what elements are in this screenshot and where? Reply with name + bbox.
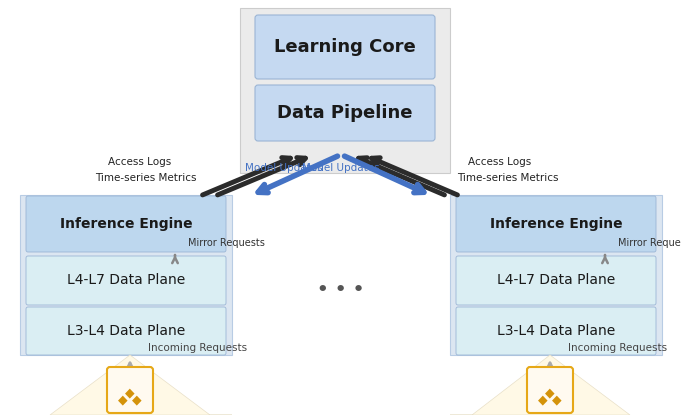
Text: Inference Engine: Inference Engine: [60, 217, 192, 231]
Text: ◆: ◆: [552, 393, 562, 407]
Bar: [450, 195, 662, 355]
Text: • • •: • • •: [317, 281, 365, 299]
Text: Mirror Requests: Mirror Requests: [188, 238, 265, 248]
Text: L4-L7 Data Plane: L4-L7 Data Plane: [497, 273, 615, 288]
Text: Access Logs: Access Logs: [108, 157, 171, 167]
Text: L3-L4 Data Plane: L3-L4 Data Plane: [497, 324, 615, 338]
Text: ◆: ◆: [125, 386, 135, 400]
Text: ◆: ◆: [132, 393, 142, 407]
Bar: [20, 195, 232, 355]
FancyBboxPatch shape: [26, 256, 226, 305]
FancyBboxPatch shape: [255, 15, 435, 79]
FancyBboxPatch shape: [107, 367, 153, 413]
Text: Data Pipeline: Data Pipeline: [277, 104, 413, 122]
Text: Mirror Requests: Mirror Requests: [618, 238, 681, 248]
Polygon shape: [50, 355, 232, 415]
FancyBboxPatch shape: [26, 196, 226, 252]
Polygon shape: [450, 355, 630, 415]
Text: Access Logs: Access Logs: [468, 157, 531, 167]
Text: L3-L4 Data Plane: L3-L4 Data Plane: [67, 324, 185, 338]
Bar: [240, 8, 450, 173]
FancyBboxPatch shape: [527, 367, 573, 413]
FancyBboxPatch shape: [456, 307, 656, 355]
FancyBboxPatch shape: [255, 85, 435, 141]
Text: Model Updates: Model Updates: [245, 163, 323, 173]
Text: ◆: ◆: [118, 393, 128, 407]
Text: Incoming Requests: Incoming Requests: [568, 343, 667, 353]
Text: ◆: ◆: [545, 386, 555, 400]
FancyBboxPatch shape: [456, 196, 656, 252]
FancyBboxPatch shape: [26, 307, 226, 355]
Text: L4-L7 Data Plane: L4-L7 Data Plane: [67, 273, 185, 288]
Text: Model Updates: Model Updates: [302, 163, 380, 173]
Text: Incoming Requests: Incoming Requests: [148, 343, 247, 353]
Text: Learning Core: Learning Core: [274, 38, 416, 56]
Text: ◆: ◆: [538, 393, 548, 407]
Text: Time-series Metrics: Time-series Metrics: [95, 173, 197, 183]
Text: Time-series Metrics: Time-series Metrics: [457, 173, 558, 183]
FancyBboxPatch shape: [456, 256, 656, 305]
Text: Inference Engine: Inference Engine: [490, 217, 622, 231]
